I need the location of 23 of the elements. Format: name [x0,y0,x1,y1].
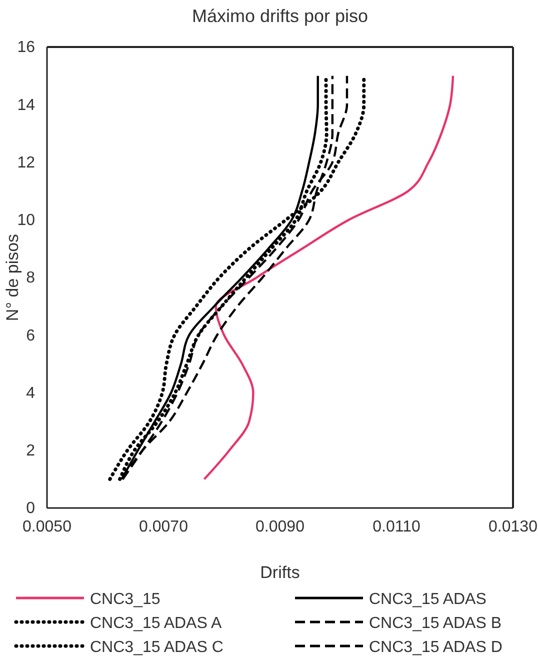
y-tick-label: 12 [17,154,36,172]
x-tick-label: 0.0090 [256,518,305,536]
legend-label: CNC3_15 ADAS B [369,615,502,632]
y-tick-label: 4 [26,384,36,402]
legend-label: CNC3_15 ADAS C [90,639,224,656]
x-tick-label: 0.0050 [22,518,72,536]
legend-label: CNC3_15 ADAS A [90,615,222,632]
x-tick-label: 0.0070 [139,518,188,536]
y-tick-label: 16 [17,39,36,56]
x-tick-label: 0.0110 [372,518,420,536]
legend-label: CNC3_15 ADAS [369,591,486,608]
legend-label: CNC3_15 [90,591,160,608]
y-axis-title: N° de pisos [3,234,22,322]
x-tick-label: 0.0130 [488,518,538,536]
legend-label: CNC3_15 ADAS D [369,639,502,656]
y-tick-label: 14 [17,96,36,114]
chart-title: Máximo drifts por piso [192,6,368,26]
y-tick-label: 0 [26,500,36,518]
y-tick-label: 8 [26,270,36,287]
y-tick-label: 6 [26,327,36,344]
y-tick-label: 2 [26,442,36,460]
x-axis-title: Drifts [260,563,300,582]
y-tick-label: 10 [17,212,36,229]
